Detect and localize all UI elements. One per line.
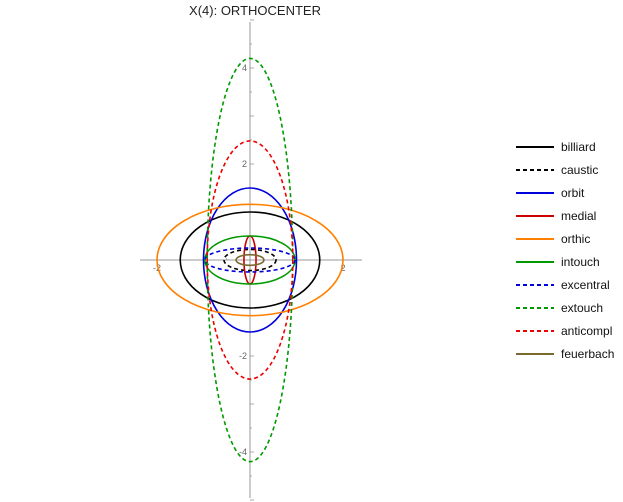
y-tick-label: -2: [239, 351, 247, 361]
legend-label-anticompl: anticompl: [561, 324, 612, 338]
series-curve-feuerbach: [235, 253, 265, 267]
chart-title: X(4): ORTHOCENTER: [189, 3, 321, 18]
legend-label-medial: medial: [561, 209, 596, 223]
series-curve-excentral: [204, 247, 296, 273]
y-tick-label: 4: [242, 63, 247, 73]
series-curve-orbit: [202, 187, 298, 333]
series-curve-anticompl: [206, 140, 294, 380]
legend-label-feuerbach: feuerbach: [561, 347, 614, 361]
legend-label-intouch: intouch: [561, 255, 600, 269]
legend-label-caustic: caustic: [561, 163, 598, 177]
curves: [156, 57, 344, 463]
y-tick-label: -4: [239, 447, 247, 457]
legend-label-orbit: orbit: [561, 186, 585, 200]
legend-label-orthic: orthic: [561, 232, 590, 246]
legend: billiard caustic orbit medial orthic intouch e…: [516, 140, 614, 361]
series-curve-caustic: [223, 248, 277, 272]
series-curve-billiard: [179, 211, 321, 309]
legend-label-excentral: excentral: [561, 278, 610, 292]
x-tick-label: 2: [340, 263, 345, 273]
axes: -2 2 4 2 -2 -4: [140, 19, 362, 501]
legend-label-extouch: extouch: [561, 301, 603, 315]
legend-label-billiard: billiard: [561, 140, 596, 154]
x-tick-label: -2: [153, 263, 161, 273]
y-tick-label: 2: [242, 159, 247, 169]
series-curve-orthic: [156, 203, 344, 317]
